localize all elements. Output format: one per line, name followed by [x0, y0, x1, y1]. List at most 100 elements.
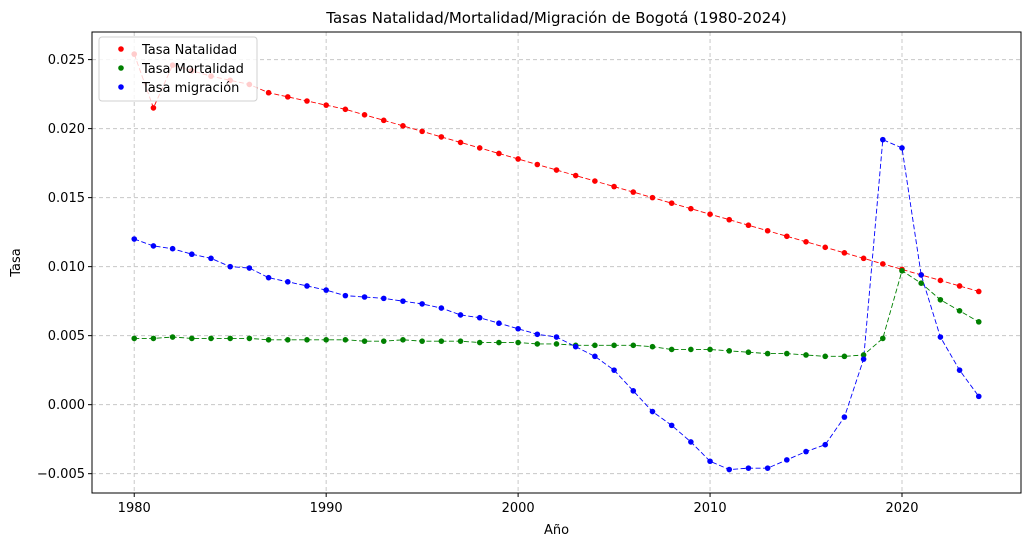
y-tick-label: 0.005 [48, 329, 85, 344]
data-point [937, 296, 944, 303]
data-point [572, 172, 579, 179]
legend-label: Tasa migración [141, 81, 239, 96]
data-point [438, 305, 445, 311]
data-point [265, 336, 272, 343]
data-point [304, 283, 310, 289]
data-point [304, 98, 310, 104]
data-point [169, 245, 176, 252]
data-point [726, 216, 733, 223]
data-point [515, 339, 521, 346]
data-point [400, 123, 406, 129]
data-point [457, 338, 464, 344]
data-point [400, 336, 406, 343]
data-point [918, 280, 924, 287]
data-point [841, 353, 848, 360]
data-point [534, 341, 541, 347]
data-point [860, 356, 867, 362]
data-point [764, 350, 771, 357]
data-point [841, 250, 848, 256]
data-point [592, 178, 598, 184]
data-point [707, 211, 713, 217]
data-point [457, 312, 464, 318]
data-point [476, 314, 483, 321]
data-point [476, 339, 483, 346]
data-point [975, 393, 982, 400]
data-point [937, 334, 944, 340]
data-point [841, 414, 848, 420]
data-point [265, 274, 272, 281]
data-point [572, 343, 579, 350]
y-tick-label: 0.010 [48, 260, 85, 275]
data-point [611, 367, 617, 373]
data-point [956, 283, 963, 289]
data-point [688, 346, 694, 353]
data-point [227, 263, 233, 270]
data-point [457, 139, 464, 146]
data-point [227, 335, 233, 342]
data-point [361, 294, 368, 300]
data-point [822, 244, 829, 251]
data-point [975, 288, 982, 295]
data-point [822, 353, 829, 360]
data-point [496, 150, 502, 157]
data-point [323, 336, 329, 343]
data-point [860, 352, 867, 358]
data-point [496, 339, 502, 346]
data-point [592, 353, 598, 360]
data-point [515, 156, 521, 162]
data-point [937, 277, 944, 284]
data-point [496, 320, 502, 327]
data-point [150, 243, 157, 249]
data-point [668, 346, 675, 353]
data-point [189, 335, 195, 342]
data-point [880, 261, 886, 267]
data-point [246, 265, 253, 271]
data-point [342, 292, 349, 299]
legend-label: Tasa Mortalidad [141, 62, 244, 77]
y-tick-label: 0.000 [48, 398, 85, 413]
y-tick-label: 0.015 [48, 191, 85, 206]
data-point [592, 342, 598, 349]
data-point [649, 408, 656, 415]
legend: Tasa Natalidad Tasa Mortalidad Tasa migrac… [98, 36, 258, 102]
data-point [323, 102, 329, 108]
data-point [553, 167, 560, 173]
data-point [745, 349, 752, 356]
data-point [419, 128, 425, 135]
data-point [265, 89, 272, 96]
data-point [784, 457, 790, 463]
legend-box [98, 36, 258, 102]
data-point [380, 117, 387, 124]
data-point [208, 255, 214, 262]
data-point [304, 336, 310, 343]
data-point [880, 136, 886, 143]
data-point [208, 335, 214, 342]
y-tick-label: −0.005 [37, 467, 85, 482]
data-point [726, 466, 733, 473]
data-point [764, 465, 771, 471]
data-point [975, 319, 982, 325]
data-point [707, 458, 713, 465]
data-point [956, 367, 963, 373]
data-point [150, 105, 157, 111]
data-point [476, 145, 483, 151]
data-point [419, 301, 425, 307]
data-point [611, 183, 617, 190]
data-point [169, 334, 176, 340]
data-point [284, 336, 291, 343]
y-axis-label: Tasa [9, 248, 24, 278]
data-point [764, 227, 771, 234]
x-tick-label: 1990 [310, 501, 343, 516]
data-point [361, 112, 368, 118]
data-point [342, 336, 349, 343]
chart-title: Tasas Natalidad/Mortalidad/Migración de … [325, 9, 786, 27]
data-point [860, 255, 867, 262]
series-line-0 [133, 53, 979, 292]
x-tick-label: 2000 [502, 501, 535, 516]
data-point [745, 222, 752, 229]
data-point [630, 342, 637, 349]
data-point [630, 388, 637, 394]
legend-marker [118, 46, 124, 52]
legend-marker [118, 65, 124, 71]
